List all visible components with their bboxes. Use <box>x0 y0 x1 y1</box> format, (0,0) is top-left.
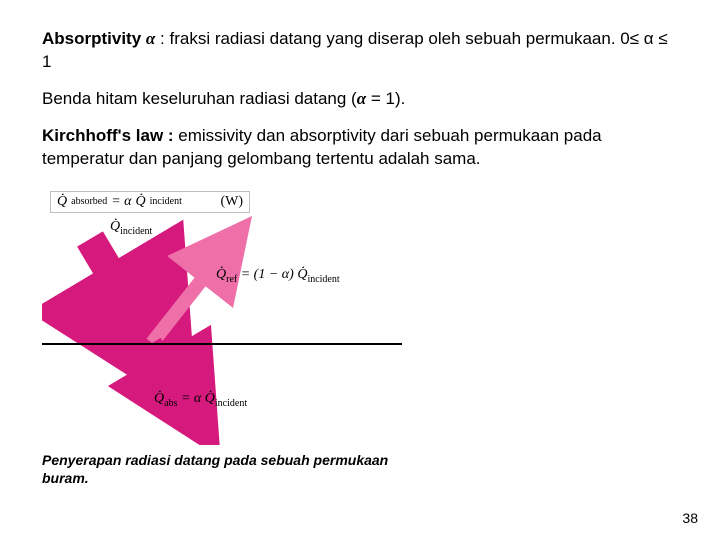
incident-arrow <box>90 239 152 343</box>
para-blackbody: Benda hitam keseluruhan radiasi datang (… <box>42 88 678 111</box>
figure-absorption-diagram: ·Q̇absorbed = α ·Q̇incident (W) ·Q̇incid… <box>42 185 402 445</box>
p1-end: 1 <box>42 52 51 71</box>
p2-b: = 1). <box>366 89 405 108</box>
label-q-absorbed: ·Q̇abs = α ·Q̇incident <box>154 391 247 409</box>
para-kirchhoff: Kirchhoff's law : emissivity dan absorpt… <box>42 125 678 171</box>
figure-caption: Penyerapan radiasi datang pada sebuah pe… <box>42 451 402 487</box>
kirchhoff-term: Kirchhoff's law : <box>42 126 174 145</box>
slide: Absorptivity α : fraksi radiasi datang y… <box>0 0 720 540</box>
le-2: ≤ <box>658 29 667 48</box>
label-q-incident: ·Q̇incident <box>110 219 152 237</box>
alpha-symbol-2: α <box>357 89 366 108</box>
le-1: ≤ <box>630 29 639 48</box>
reflected-arrow <box>152 249 226 343</box>
absorptivity-term: Absorptivity <box>42 29 146 48</box>
alpha-symbol-1: α <box>146 29 155 48</box>
p1-body: : fraksi radiasi datang yang diserap ole… <box>155 29 629 48</box>
p1-alpha-mid: α <box>639 29 658 48</box>
para-absorptivity: Absorptivity α : fraksi radiasi datang y… <box>42 28 678 74</box>
p2-a: Benda hitam keseluruhan radiasi datang ( <box>42 89 357 108</box>
page-number: 38 <box>682 510 698 526</box>
label-q-reflected: ·Q̇ref = (1 − α) ·Q̇incident <box>216 267 340 285</box>
surface-line <box>42 343 402 345</box>
